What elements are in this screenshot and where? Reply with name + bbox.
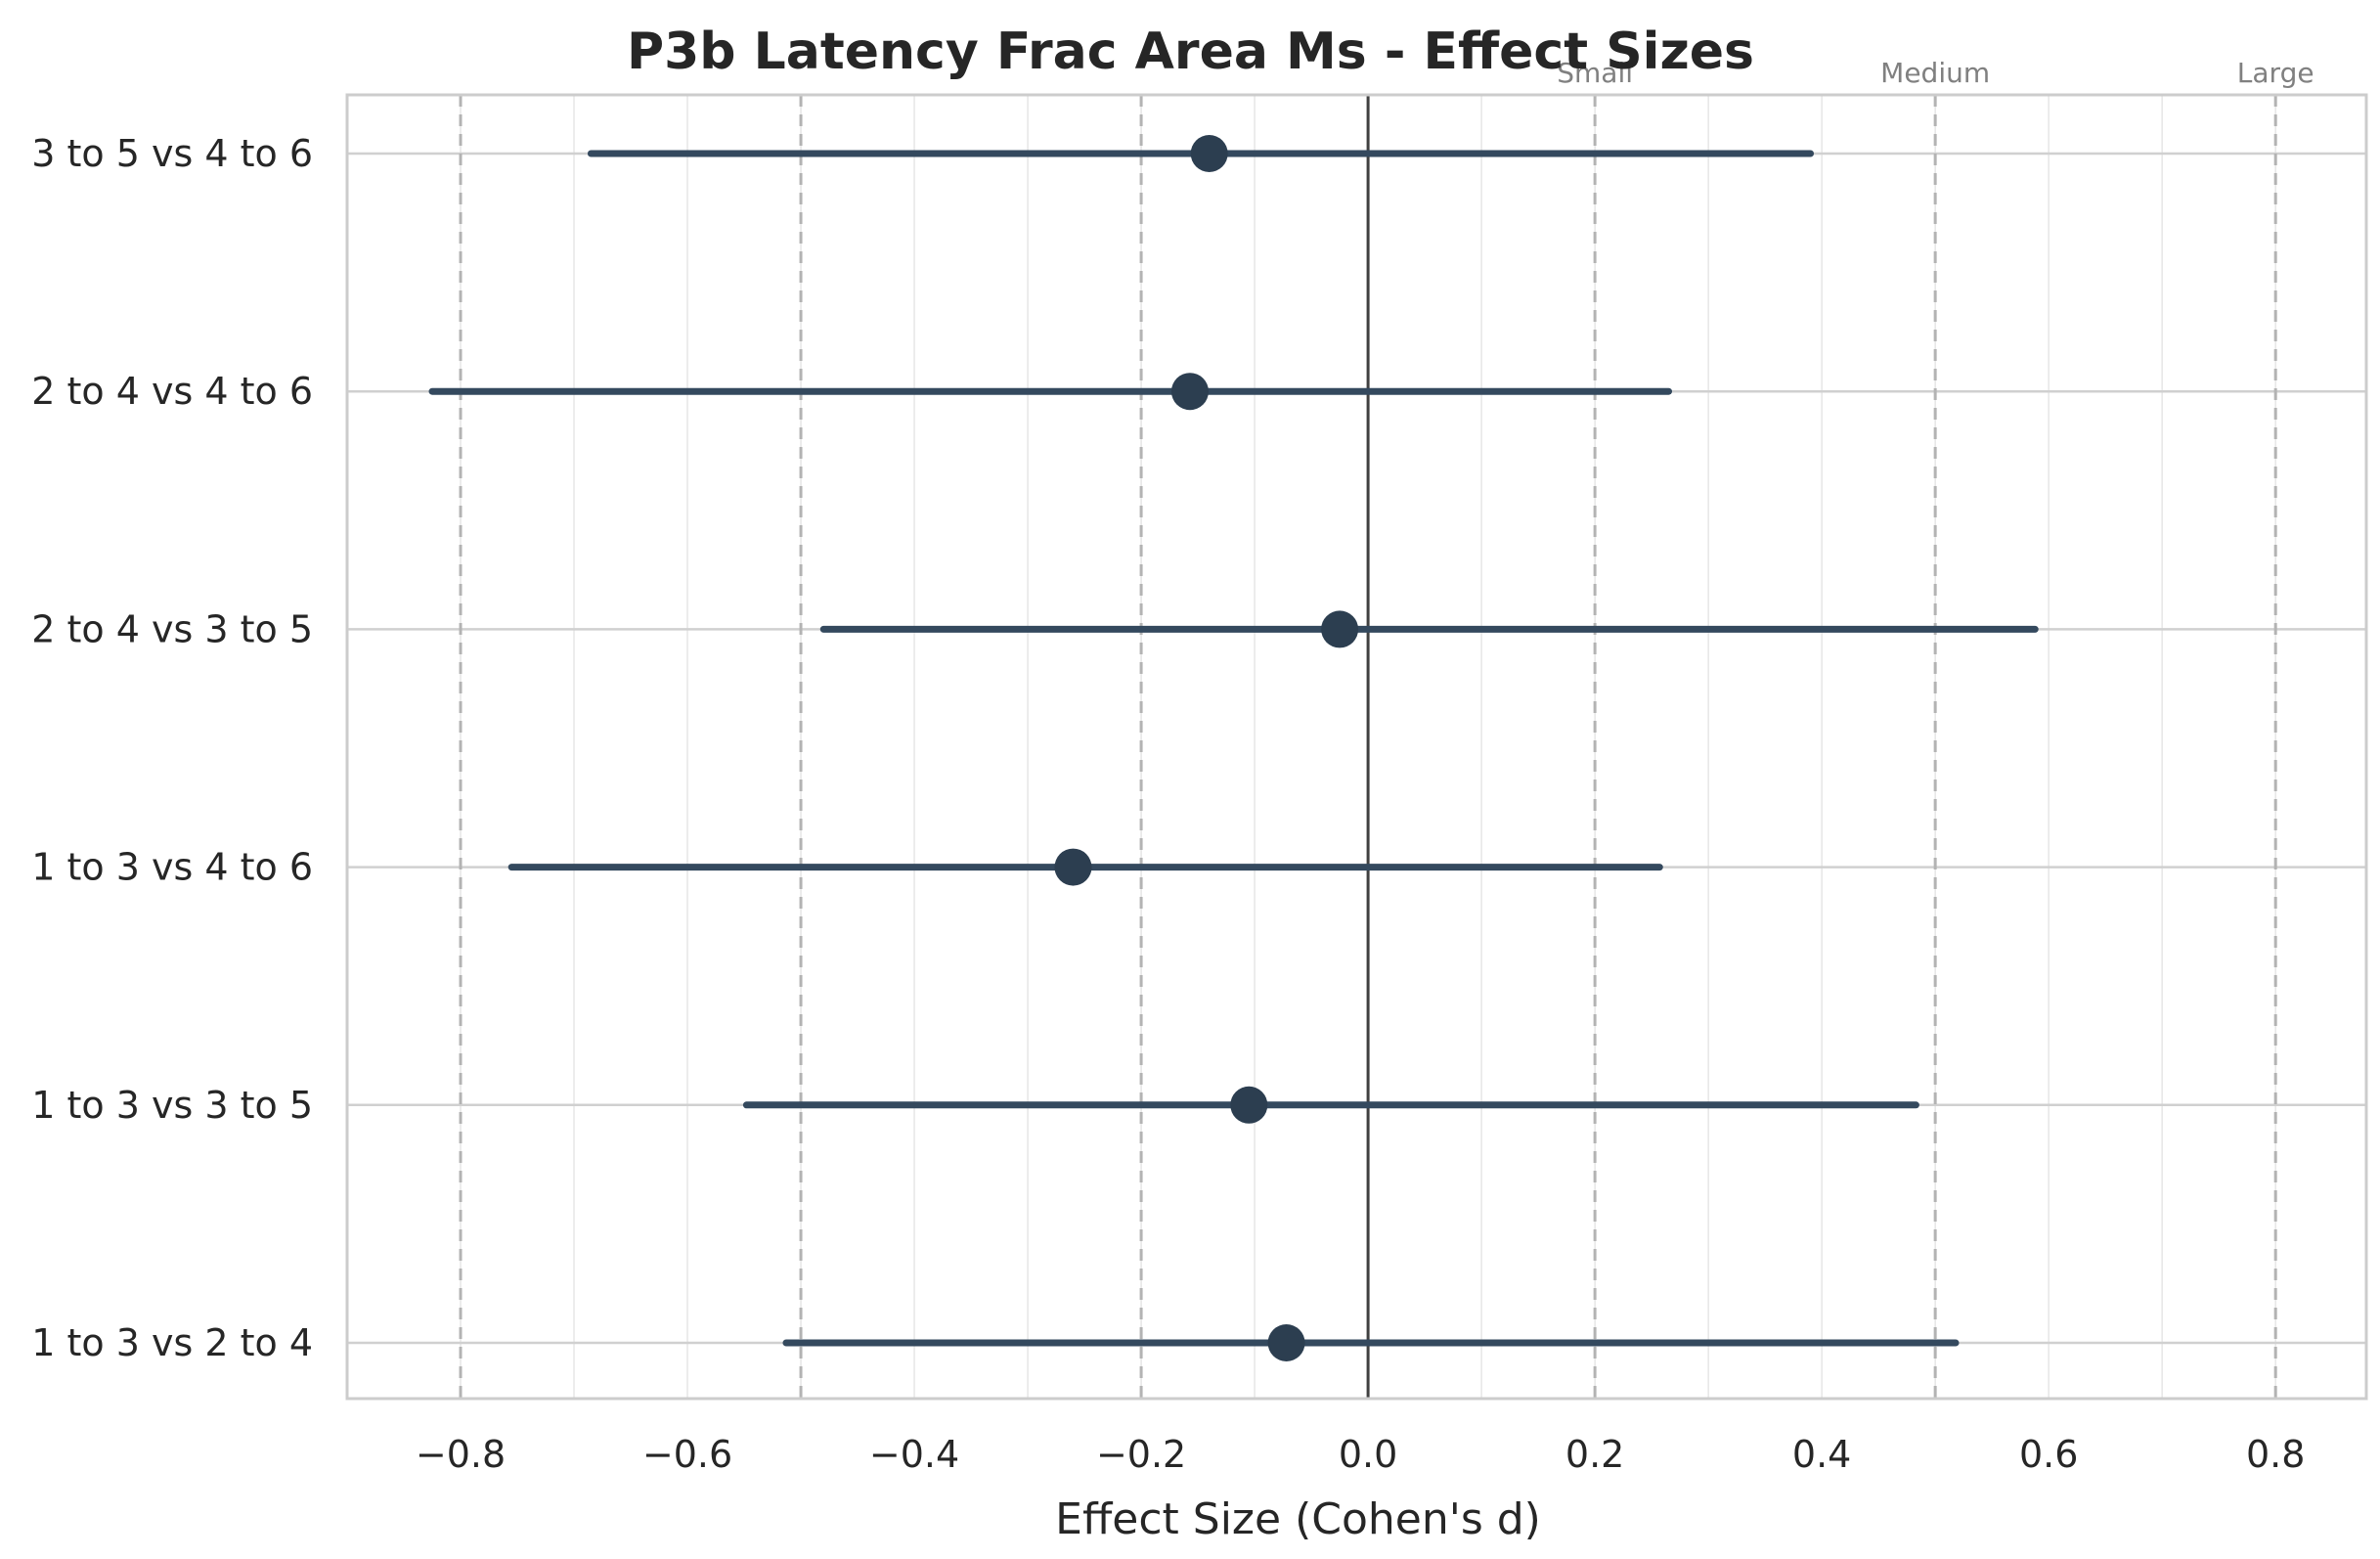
threshold-label: Large [2237, 57, 2314, 89]
y-tick-label: 1 to 3 vs 3 to 5 [31, 1084, 313, 1127]
x-tick-label: 0.4 [1792, 1433, 1851, 1476]
y-tick-label: 1 to 3 vs 4 to 6 [31, 846, 313, 889]
effect-size-marker [1230, 1086, 1268, 1124]
axes-frame [345, 93, 2368, 1401]
y-tick-label: 1 to 3 vs 2 to 4 [31, 1321, 313, 1364]
y-tick-labels: 3 to 5 vs 4 to 6 2 to 4 vs 4 to 6 2 to 4 v… [31, 132, 313, 1364]
y-tick-label: 2 to 4 vs 4 to 6 [31, 370, 313, 413]
x-tick-label: −0.8 [416, 1433, 506, 1476]
threshold-label: Small [1557, 57, 1633, 89]
effect-size-marker [1054, 848, 1092, 886]
ci-layer [428, 150, 2039, 1347]
x-tick-label: −0.4 [869, 1433, 959, 1476]
y-tick-label: 2 to 4 vs 3 to 5 [31, 607, 313, 650]
threshold-lines [459, 95, 2277, 1399]
marker-layer [1054, 135, 1359, 1361]
threshold-label: Medium [1880, 57, 1990, 89]
effect-size-marker [1190, 135, 1228, 172]
x-tick-label: 0.8 [2246, 1433, 2305, 1476]
x-tick-label: 0.6 [2019, 1433, 2078, 1476]
x-tick-label: −0.6 [642, 1433, 732, 1476]
y-tick-label: 3 to 5 vs 4 to 6 [31, 132, 313, 175]
effect-size-marker [1321, 610, 1359, 648]
threshold-labels: Small Medium Large [1557, 57, 2314, 89]
x-tick-label: 0.2 [1565, 1433, 1624, 1476]
x-axis-label: Effect Size (Cohen's d) [1055, 1494, 1541, 1544]
chart-title: P3b Latency Frac Area Ms - Effect Sizes [627, 22, 1754, 81]
effect-size-marker [1267, 1324, 1305, 1361]
x-tick-label: 0.0 [1339, 1433, 1397, 1476]
effect-size-marker [1170, 373, 1209, 411]
x-tick-label: −0.2 [1096, 1433, 1186, 1476]
x-tick-labels: −0.8 −0.6 −0.4 −0.2 0.0 0.2 0.4 0.6 0.8 [416, 1433, 2306, 1476]
